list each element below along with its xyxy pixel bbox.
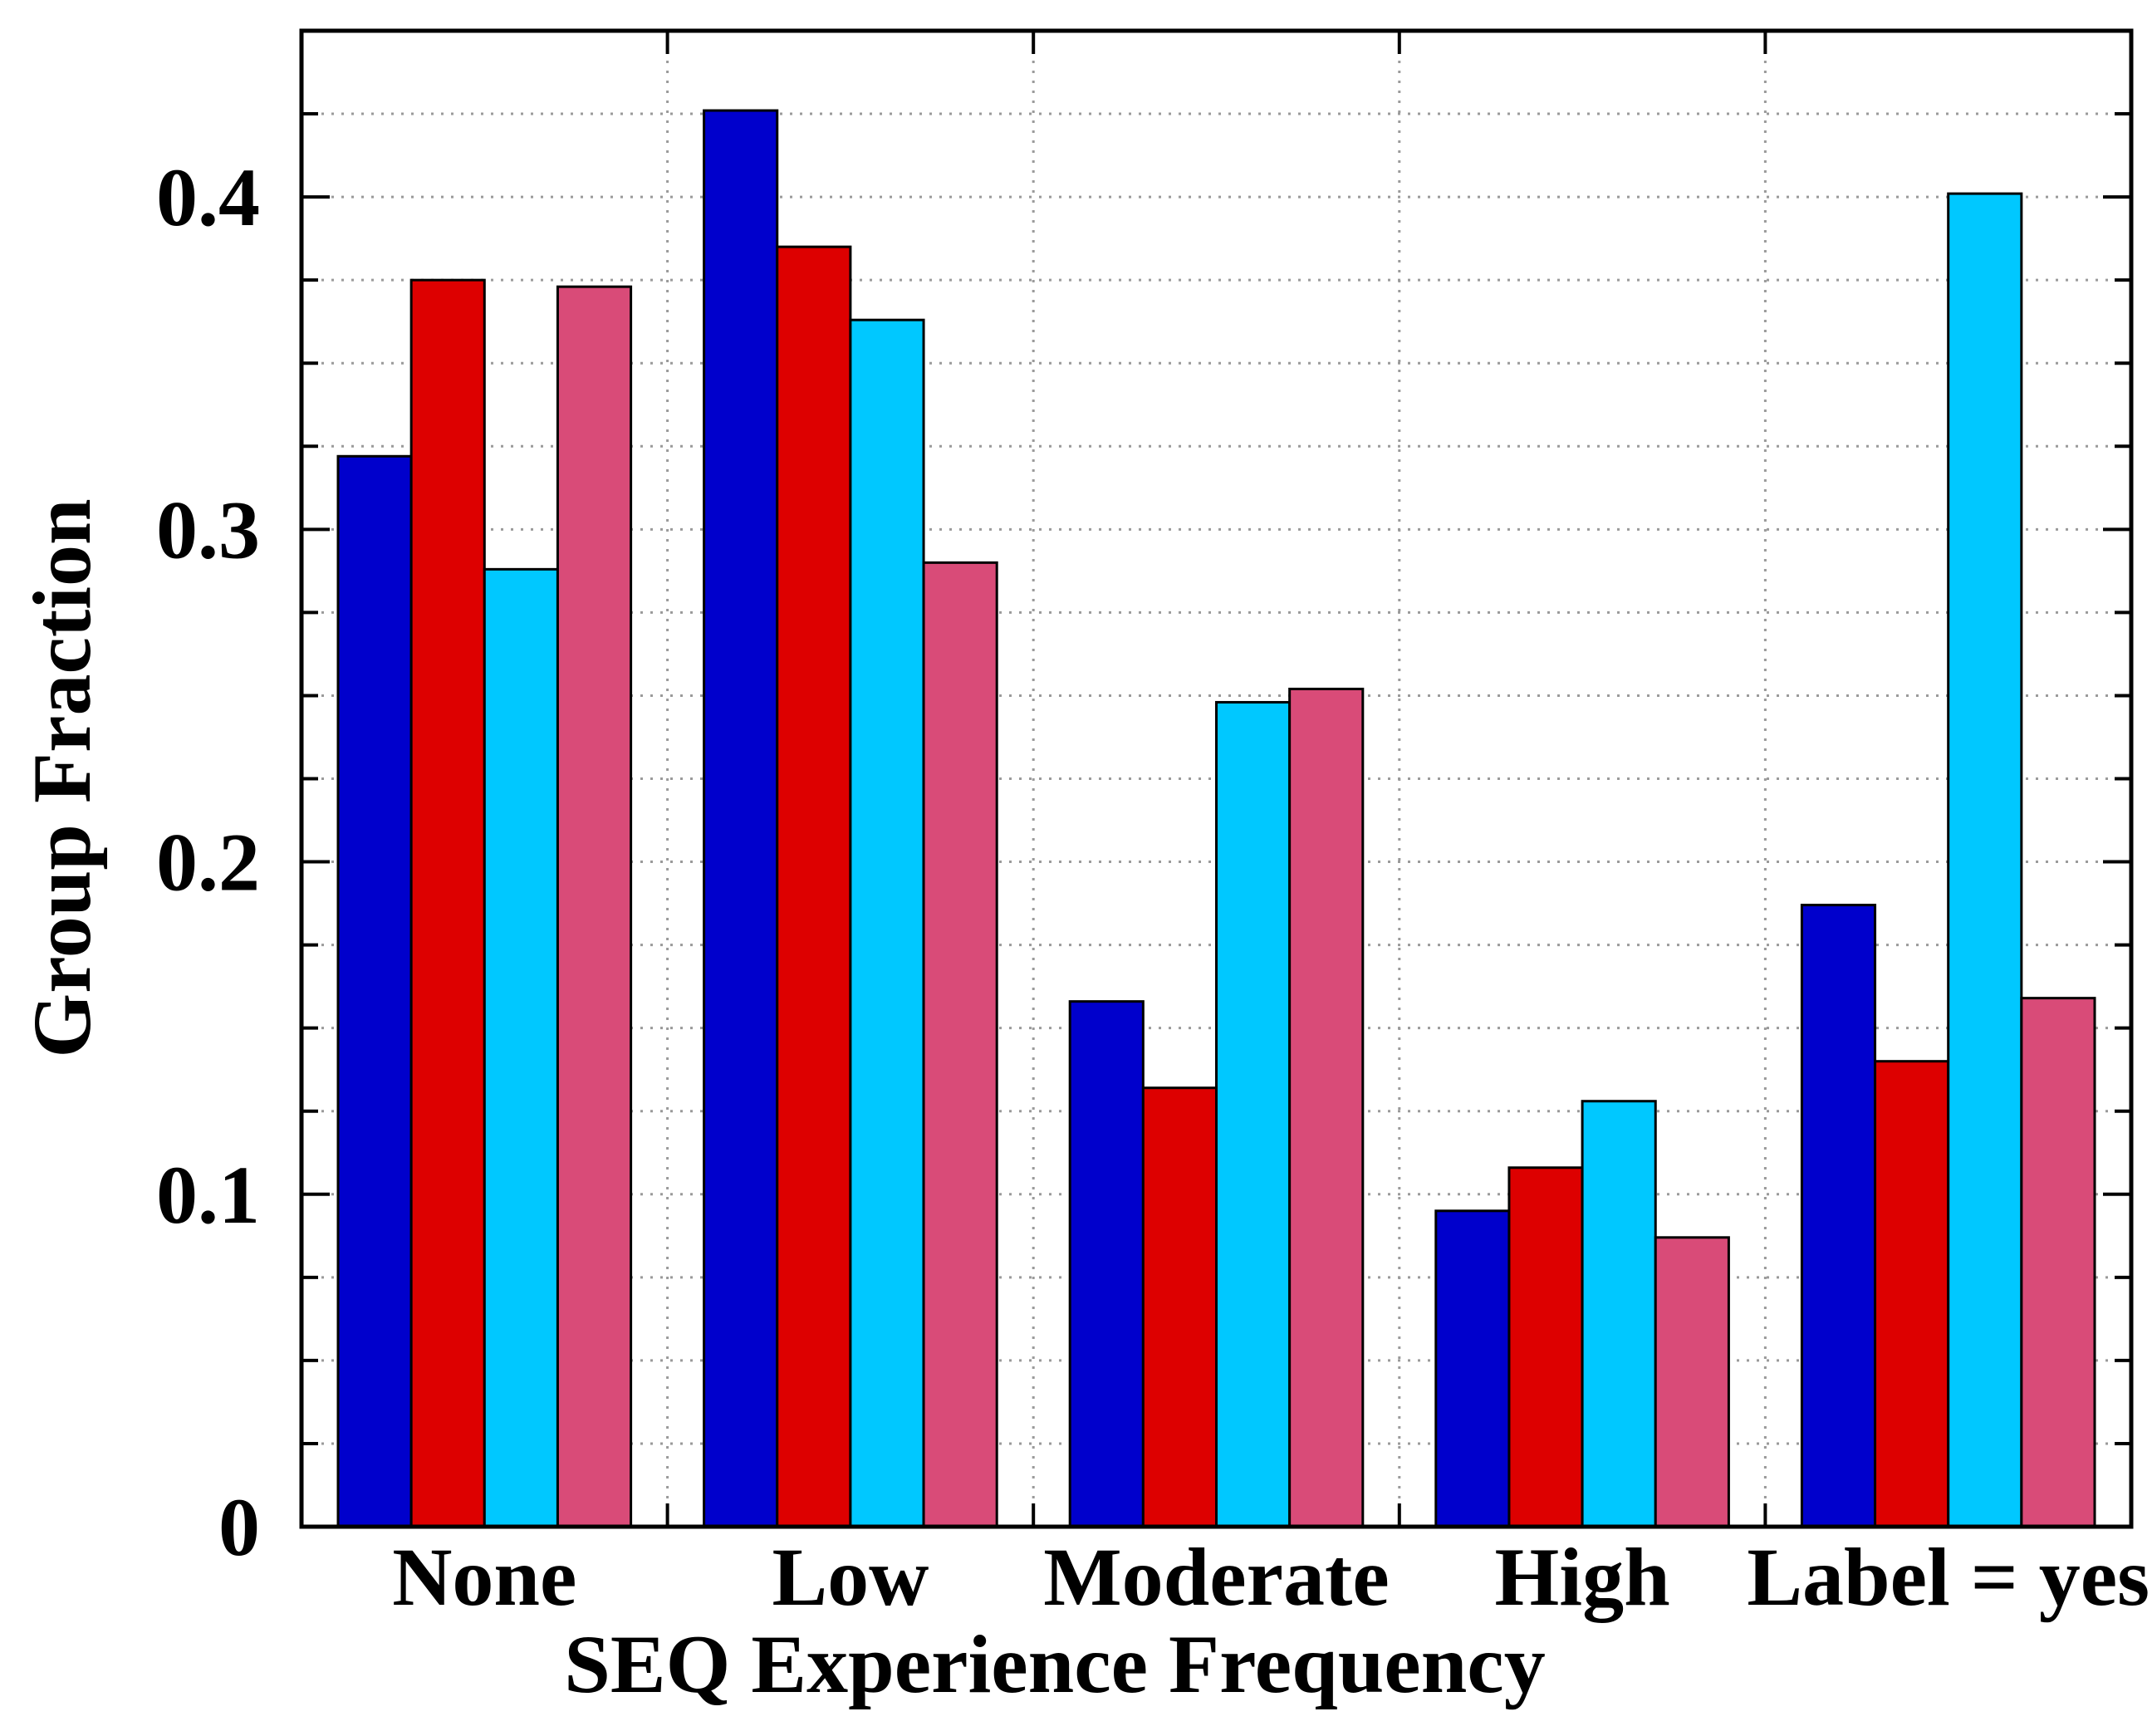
bar-series-1-low (703, 109, 779, 1528)
bar-series-2-none (409, 278, 486, 1528)
x-tick-label: High (1495, 1531, 1670, 1623)
bar-series-3-moderate (1215, 700, 1292, 1528)
bar-series-2-label-yes (1874, 1060, 1950, 1528)
bar-series-4-none (556, 285, 633, 1528)
bar-series-2-moderate (1141, 1086, 1218, 1528)
bar-series-1-moderate (1068, 1000, 1145, 1528)
y-tick-label: 0.4 (156, 151, 260, 243)
y-tick-label: 0 (218, 1481, 260, 1573)
y-tick-label: 0.1 (156, 1149, 260, 1241)
bar-series-3-low (849, 318, 925, 1528)
bar-series-2-low (776, 245, 852, 1528)
y-axis-title: Group Fraction (16, 498, 108, 1057)
bar-series-3-label-yes (1947, 192, 2023, 1528)
ticks-layer (301, 31, 2131, 1527)
bar-series-2-high (1507, 1166, 1584, 1528)
y-tick-labels: 0 0.1 0.2 0.3 0.4 (156, 151, 260, 1573)
bar-series-1-label-yes (1800, 904, 1877, 1528)
x-tick-label: Low (772, 1531, 929, 1623)
bar-series-4-label-yes (2020, 997, 2096, 1528)
y-tick-label: 0.3 (156, 483, 260, 576)
bar-series-4-high (1654, 1236, 1730, 1528)
x-tick-labels: None Low Moderate High Label = yes (392, 1531, 2150, 1623)
bars-layer (336, 109, 2096, 1528)
grid-layer (301, 31, 2131, 1527)
x-tick-label: Moderate (1043, 1531, 1389, 1623)
bar-series-1-high (1434, 1209, 1511, 1528)
x-tick-label: None (392, 1531, 576, 1623)
bar-series-3-none (483, 567, 559, 1528)
y-tick-label: 0.2 (156, 817, 260, 909)
x-tick-label: Label = yes (1747, 1531, 2150, 1623)
bar-series-1-none (336, 454, 413, 1528)
bar-series-4-low (922, 561, 998, 1528)
x-axis-title: SEQ Experience Frequency (564, 1618, 1545, 1710)
plot-frame (299, 28, 2134, 1529)
bar-series-4-moderate (1288, 687, 1365, 1528)
bar-series-3-high (1581, 1100, 1657, 1528)
